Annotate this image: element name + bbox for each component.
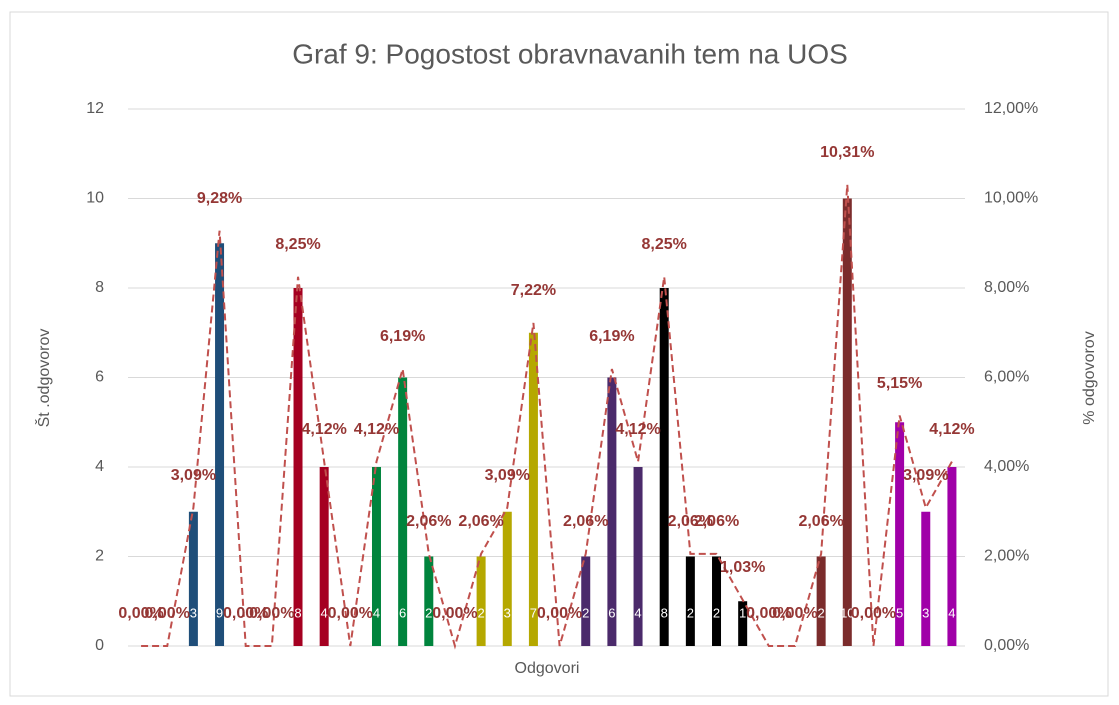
bar [476,556,486,646]
bar-label: 2 [818,605,825,620]
data-label: 0,00% [537,605,582,622]
bar [842,198,852,646]
data-label: 4,12% [929,421,974,438]
data-label: 4,12% [354,421,399,438]
y2-tick-label: 10,00% [984,190,1038,207]
data-label: 0,00% [746,605,791,622]
data-label: 2,06% [406,513,451,530]
bar [633,467,643,646]
data-label: 8,25% [642,236,687,253]
y-tick-label: 6 [95,369,104,386]
data-label: 3,09% [171,467,216,484]
data-label: 2,06% [798,513,843,530]
bar [371,467,381,646]
bar [502,511,512,646]
data-label: 2,06% [668,513,713,530]
data-label: 2,06% [694,513,739,530]
bar [528,332,538,646]
y2-tick-label: 12,00% [984,100,1038,117]
bar [921,511,931,646]
bar-label: 2 [687,605,694,620]
bar [659,288,669,646]
bar [319,467,329,646]
data-label: 10,31% [820,144,874,161]
bar-label: 2 [582,605,589,620]
y-tick-label: 8 [95,279,104,296]
bar [712,556,722,646]
data-label: 0,00% [772,605,817,622]
data-label: 1,03% [720,559,765,576]
data-label: 0,00% [223,605,268,622]
data-label: 6,19% [589,328,634,345]
y-axis-title: Št .odgovorov [34,329,53,428]
bar-label: 5 [896,605,903,620]
bar [947,467,957,646]
data-label: 3,09% [485,467,530,484]
bar [188,511,198,646]
data-label: 4,12% [615,421,660,438]
bar-label: 1 [739,605,746,620]
bar [607,377,617,646]
y-tick-label: 12 [86,100,104,117]
bar-label: 6 [399,605,406,620]
bar-label: 2 [713,605,720,620]
bar-label: 3 [190,605,197,620]
bar-label: 3 [504,605,511,620]
bar-label: 8 [661,605,668,620]
data-label: 2,06% [563,513,608,530]
data-label: 7,22% [511,282,556,299]
bar-label: 4 [948,605,955,620]
data-label: 4,12% [301,421,346,438]
line [141,184,953,650]
data-label: 0,00% [432,605,477,622]
data-label: 3,09% [903,467,948,484]
y2-tick-label: 8,00% [984,279,1029,296]
bar-label: 6 [608,605,615,620]
y-tick-label: 4 [95,458,104,475]
bar-label: 2 [425,605,432,620]
bar [398,377,408,646]
data-label: 6,19% [380,328,425,345]
bar [895,422,905,646]
bar-label: 10 [840,605,854,620]
data-label: 0,00% [118,605,163,622]
y-tick-label: 2 [95,548,104,565]
y2-tick-label: 6,00% [984,369,1029,386]
data-label: 0,00% [145,605,190,622]
y2-tick-label: 4,00% [984,458,1029,475]
data-label: 0,00% [249,605,294,622]
bar-label: 4 [634,605,641,620]
data-label: 9,28% [197,190,242,207]
chart-title: Graf 9: Pogostost obravnavanih tem na UO… [292,38,848,69]
bar [581,556,591,646]
y-tick-label: 10 [86,190,104,207]
data-label: 0,00% [328,605,373,622]
bar-label: 4 [321,605,328,620]
bar-label: 4 [373,605,380,620]
x-axis-title: Odgovori [515,660,580,677]
bar-label: 3 [922,605,929,620]
bar-label: 7 [530,605,537,620]
bar [215,243,225,646]
bar [816,556,826,646]
bar-label: 8 [294,605,301,620]
data-label: 5,15% [877,375,922,392]
bar [424,556,434,646]
data-label: 8,25% [275,236,320,253]
y2-axis-title: % odgovorov [1081,331,1098,424]
data-label: 2,06% [458,513,503,530]
y-tick-label: 0 [95,637,104,654]
data-label: 0,00% [851,605,896,622]
y2-tick-label: 0,00% [984,637,1029,654]
bar [293,288,303,646]
bar-label: 9 [216,605,223,620]
bar [685,556,695,646]
bar-label: 2 [477,605,484,620]
chart-border [9,11,1109,697]
y2-tick-label: 2,00% [984,548,1029,565]
bar [738,601,748,646]
